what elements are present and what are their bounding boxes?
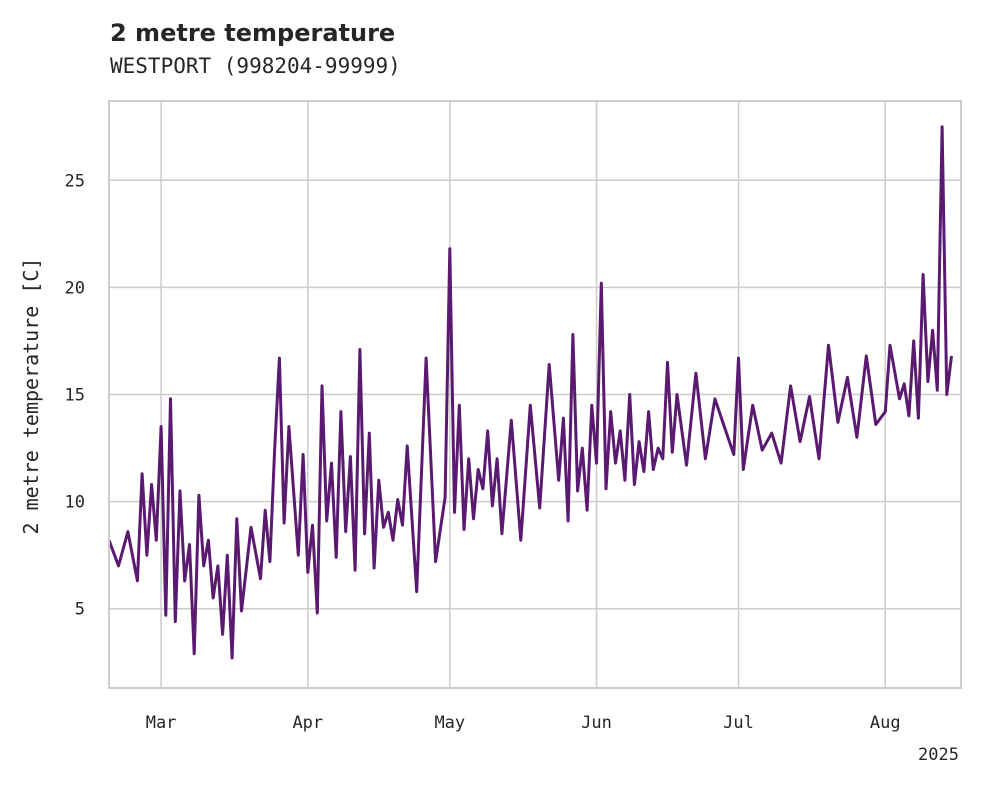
temperature-series-line	[107, 125, 953, 660]
y-tick-label: 20	[65, 278, 85, 298]
x-axis-year-label: 2025	[918, 745, 959, 765]
tick-labels: 5 10 15 20 25 Mar Apr May Jun Jul Aug	[65, 171, 901, 733]
plot-frame	[108, 100, 962, 689]
y-axis-label: 2 metre temperature [C]	[19, 258, 43, 535]
x-tick-label: Aug	[870, 713, 901, 733]
chart-title: 2 metre temperature	[110, 19, 395, 47]
x-tick-label: Apr	[292, 713, 323, 733]
y-tick-label: 5	[75, 600, 85, 620]
y-tick-label: 10	[65, 493, 85, 513]
chart-subtitle: WESTPORT (998204-99999)	[110, 54, 401, 78]
x-tick-label: Jun	[581, 713, 612, 733]
grid	[109, 101, 961, 688]
x-tick-label: Jul	[723, 713, 754, 733]
y-tick-label: 15	[65, 386, 85, 406]
x-tick-label: May	[434, 713, 465, 733]
plot-area	[107, 125, 953, 660]
x-tick-label: Mar	[146, 713, 177, 733]
y-tick-label: 25	[65, 171, 85, 191]
